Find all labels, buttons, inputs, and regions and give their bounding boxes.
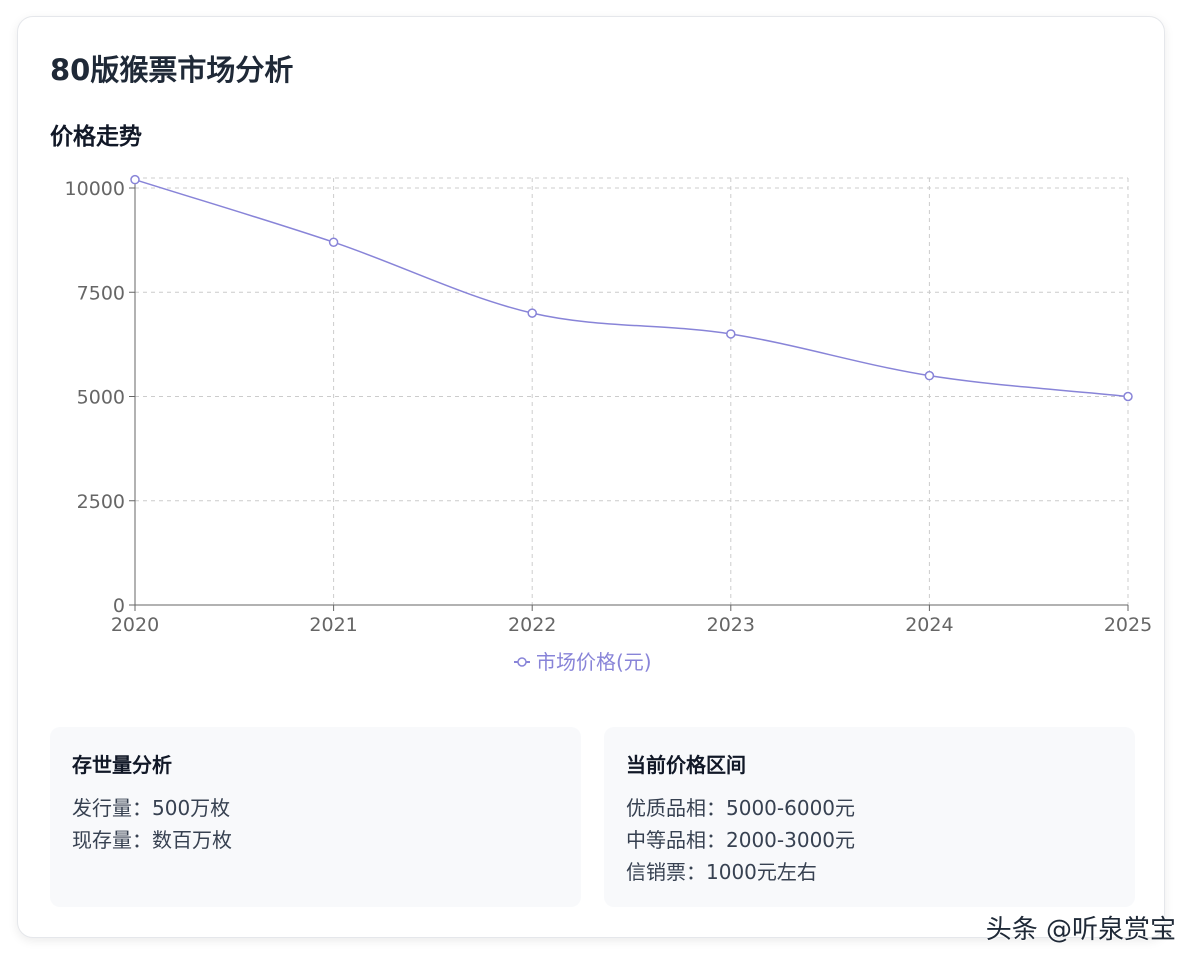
page-title: 80版猴票市场分析 (50, 53, 294, 87)
data-point (726, 329, 736, 339)
postally-used-price: 信销票：1000元左右 (626, 860, 817, 884)
data-point (1123, 391, 1133, 402)
premium-grade-price: 优质品相：5000-6000元 (626, 796, 856, 820)
x-tick-label: 2025 (1104, 614, 1152, 636)
section-title: 价格走势 (50, 124, 142, 150)
data-point (130, 174, 140, 185)
chart-axes: 0 2500 5000 7500 10000 2020 2021 2022 2023 2024 20… (65, 178, 1152, 636)
data-point (924, 370, 935, 381)
stock-box-title: 存世量分析 (72, 753, 172, 777)
y-tick-label: 10000 (65, 178, 125, 200)
surviving-quantity-text: 现存量：数百万枚 (72, 828, 232, 852)
x-tick-label: 2020 (111, 614, 159, 636)
x-tick-label: 2021 (309, 614, 357, 636)
issue-quantity-text: 发行量：500万枚 (72, 796, 231, 820)
y-tick-label: 5000 (77, 387, 125, 409)
y-tick-label: 0 (113, 595, 125, 617)
series-line (134, 178, 1129, 398)
y-tick-label: 2500 (77, 491, 125, 513)
price-box-title: 当前价格区间 (626, 753, 746, 777)
grid-lines (135, 177, 1129, 605)
legend-swatch-marker (517, 657, 527, 667)
x-tick-label: 2023 (707, 614, 755, 636)
x-tick-label: 2022 (508, 614, 556, 636)
price-range-box: 当前价格区间 优质品相：5000-6000元 中等品相：2000-3000元 信… (604, 727, 1135, 907)
price-trend-chart: 0 2500 5000 7500 10000 2020 2021 2022 2023 2024 20… (65, 174, 1152, 674)
y-tick-label: 7500 (77, 282, 125, 304)
chart-legend: 市场价格(元) (514, 650, 652, 674)
legend-label: 市场价格(元) (536, 650, 652, 674)
data-point (328, 237, 339, 247)
analysis-card: 80版猴票市场分析 价格走势 存世量分析 发行量：500万枚 现存量：数百万枚 … (17, 16, 1165, 938)
source-watermark: 头条 @听泉赏宝 (985, 915, 1176, 945)
medium-grade-price: 中等品相：2000-3000元 (626, 828, 856, 852)
stock-analysis-box: 存世量分析 发行量：500万枚 现存量：数百万枚 (50, 727, 581, 907)
x-tick-label: 2024 (905, 614, 953, 636)
data-point (527, 308, 537, 318)
price-series (130, 174, 1133, 402)
